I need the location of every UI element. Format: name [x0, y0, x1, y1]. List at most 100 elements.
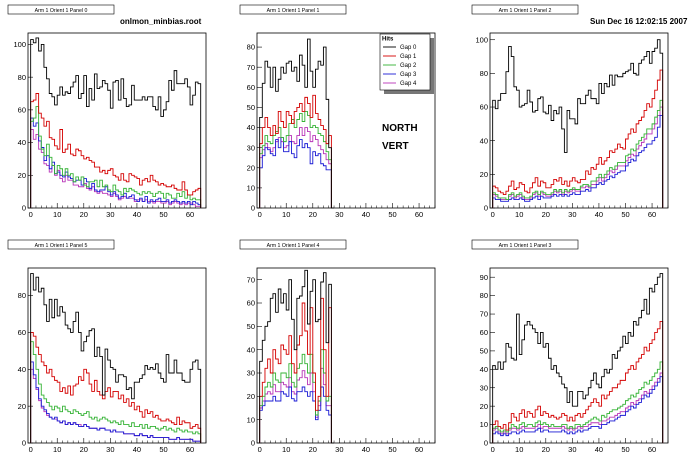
x-tick-label: 30	[335, 445, 343, 454]
series-line	[30, 106, 202, 208]
series-line	[30, 273, 202, 443]
panel-title: Arm 1 Orient 1 Panel 1	[267, 8, 320, 14]
panel-title: Arm 1 Orient 1 Panel 5	[35, 243, 88, 249]
y-tick-label: 70	[480, 310, 488, 319]
series-line	[492, 320, 664, 443]
x-tick-label: 40	[362, 210, 370, 219]
x-tick-label: 20	[542, 210, 550, 219]
panel-title-box	[7, 239, 115, 250]
series-line	[259, 137, 335, 209]
y-tick-label: 10	[247, 183, 255, 192]
y-tick-label: 80	[480, 291, 488, 300]
x-tick-label: 10	[515, 210, 523, 219]
series-line	[30, 37, 202, 208]
x-tick-label: 20	[309, 445, 317, 454]
legend-entry: Gap 0	[400, 45, 417, 51]
x-tick-label: 30	[106, 445, 114, 454]
panel-title-box	[471, 4, 579, 15]
plot-frame	[27, 32, 207, 209]
y-tick-label: 20	[18, 171, 26, 180]
y-tick-label: 0	[22, 439, 26, 448]
y-tick-label: 10	[247, 415, 255, 424]
panel-title: Arm 1 Orient 1 Panel 2	[499, 8, 552, 14]
series-line	[259, 94, 335, 209]
x-tick-label: 0	[258, 210, 262, 219]
north-label: NORTH	[382, 123, 418, 134]
x-tick-label: 40	[133, 445, 141, 454]
x-tick-label: 20	[80, 445, 88, 454]
series-line	[259, 297, 335, 444]
x-tick-label: 50	[621, 445, 629, 454]
plot-frame	[256, 32, 436, 209]
x-tick-label: 30	[568, 445, 576, 454]
x-tick-label: 50	[159, 445, 167, 454]
series-line	[259, 38, 335, 209]
histogram-panel: Arm 1 Orient 1 Panel 4 0 10 20 30 40 50 60 0 10 20…	[239, 239, 436, 454]
x-tick-label: 60	[186, 210, 194, 219]
x-tick-label: 10	[53, 210, 61, 219]
series-line	[492, 273, 664, 443]
y-tick-label: 20	[480, 170, 488, 179]
date-label: Sun Dec 16 12:02:15 2007	[590, 17, 688, 26]
x-tick-label: 60	[415, 445, 423, 454]
y-tick-label: 60	[480, 328, 488, 337]
x-tick-label: 20	[309, 210, 317, 219]
x-tick-label: 60	[415, 210, 423, 219]
x-tick-label: 50	[388, 445, 396, 454]
x-tick-label: 40	[362, 445, 370, 454]
x-tick-label: 40	[595, 210, 603, 219]
y-tick-label: 90	[480, 273, 488, 282]
y-tick-label: 50	[480, 346, 488, 355]
y-tick-label: 80	[18, 73, 26, 82]
series-line	[30, 361, 202, 443]
y-tick-label: 40	[247, 345, 255, 354]
series-line	[30, 332, 202, 443]
file-name-label: onlmon_minbias.root	[120, 17, 202, 26]
y-tick-label: 40	[247, 123, 255, 132]
series-line	[492, 376, 664, 443]
legend-entry: Gap 4	[400, 81, 417, 87]
legend-entry: Gap 3	[400, 72, 417, 78]
y-tick-label: 80	[18, 291, 26, 300]
y-tick-label: 80	[247, 43, 255, 52]
x-tick-label: 30	[335, 210, 343, 219]
y-tick-label: 0	[22, 204, 26, 213]
plot-frame	[256, 267, 436, 444]
y-tick-label: 0	[484, 204, 488, 213]
x-tick-label: 60	[648, 445, 656, 454]
legend-entry: Gap 2	[400, 63, 417, 69]
panel-title: Arm 1 Orient 1 Panel 3	[499, 243, 552, 249]
x-tick-label: 10	[282, 210, 290, 219]
y-tick-label: 40	[480, 136, 488, 145]
x-tick-label: 50	[621, 210, 629, 219]
y-tick-label: 40	[18, 138, 26, 147]
series-line	[492, 99, 664, 208]
panel-title-box	[7, 4, 115, 15]
y-tick-label: 50	[247, 103, 255, 112]
y-tick-label: 60	[18, 105, 26, 114]
series-line	[492, 372, 664, 443]
plot-frame	[489, 267, 669, 444]
y-tick-label: 60	[18, 328, 26, 337]
x-tick-label: 60	[648, 210, 656, 219]
plot-frame	[27, 267, 207, 444]
panel-title: Arm 1 Orient 1 Panel 4	[267, 243, 320, 249]
y-tick-label: 20	[480, 402, 488, 411]
legend: Hits Gap 0 Gap 1 Gap 2 Gap 3 Gap 4	[379, 33, 434, 94]
y-tick-label: 30	[247, 369, 255, 378]
panel-title-box	[239, 4, 347, 15]
x-tick-label: 20	[542, 445, 550, 454]
y-tick-label: 40	[480, 365, 488, 374]
y-tick-label: 60	[247, 299, 255, 308]
panel-title: Arm 1 Orient 1 Panel 0	[35, 8, 88, 14]
series-line	[492, 69, 664, 208]
histogram-panel: Arm 1 Orient 1 Panel 0 0 10 20 30 40 50 60 0 20 40…	[7, 4, 207, 219]
y-tick-label: 20	[247, 392, 255, 401]
x-tick-label: 0	[29, 210, 33, 219]
panel-title-box	[239, 239, 347, 250]
y-tick-label: 40	[18, 365, 26, 374]
histogram-panel: Arm 1 Orient 1 Panel 5 0 10 20 30 40 50 60 0 20 40…	[7, 239, 207, 454]
y-tick-label: 0	[251, 204, 255, 213]
y-tick-label: 50	[247, 322, 255, 331]
y-tick-label: 0	[484, 439, 488, 448]
